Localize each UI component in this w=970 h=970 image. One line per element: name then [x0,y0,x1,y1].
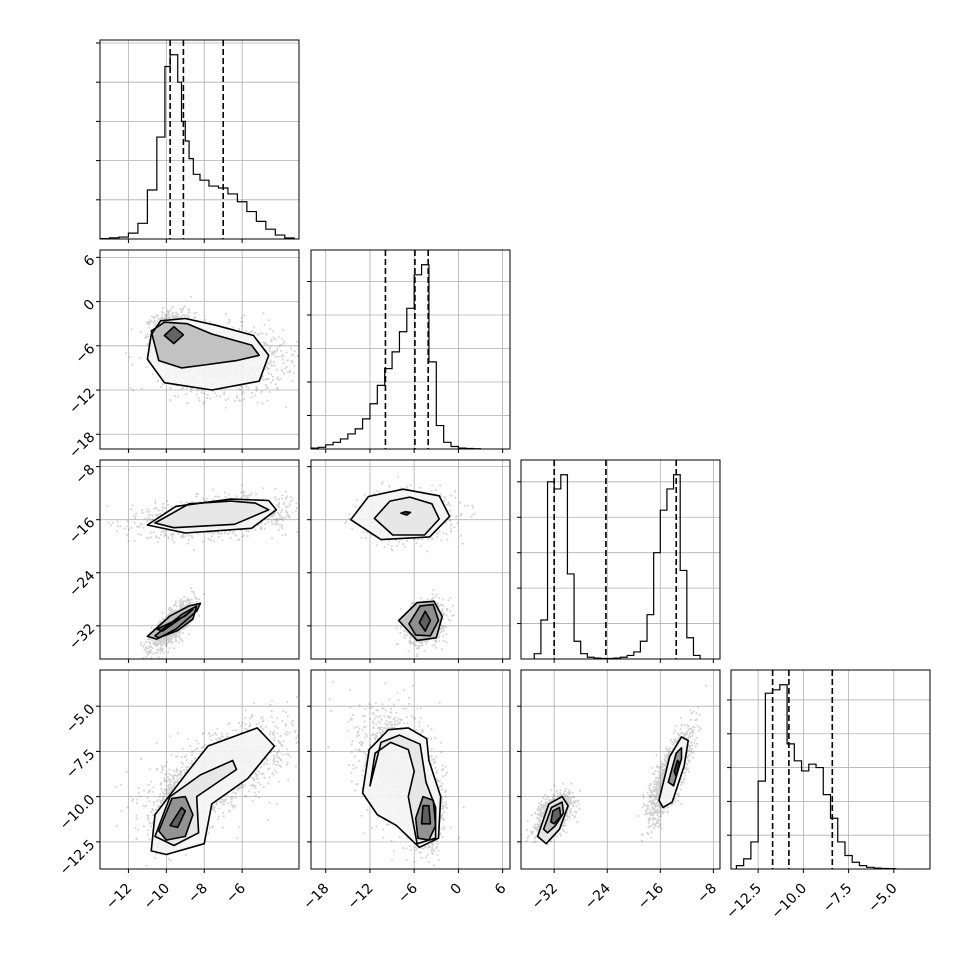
density-fill-0 [170,807,186,828]
scatter-panel-1-0 [100,250,299,449]
contour-line-4 [146,498,278,534]
x-tick-label-0-0: −12 [103,881,135,913]
panel-background-2-0 [100,460,299,659]
contour-line-0 [156,608,194,632]
contour-line-3 [361,727,442,849]
panel-background-hist-2 [521,460,720,659]
contour-line-3 [154,500,270,529]
y-tick-label-1-1: −12 [66,385,98,417]
panel-frame-2-0 [99,459,300,660]
x-tick-label-0-3: −6 [223,880,249,906]
panel-frame-hist-0 [99,39,300,240]
contour-line-1 [158,795,194,841]
y-tick-label-3-0: −12.5 [57,837,99,879]
x-tick-label-1-4: 6 [492,880,510,898]
contour-line-4 [408,603,440,637]
x-tick-label-1-0: −18 [300,881,332,913]
contour-line-1 [154,605,198,639]
contour-line-1 [373,496,440,536]
x-tick-label-3-2: −7.5 [820,881,855,916]
histogram-step-2 [533,474,701,659]
contour-line-3 [418,610,432,632]
y-tick-label-1-2: −6 [72,341,98,367]
histogram-step-0 [100,54,295,239]
panel-frame-hist-3 [730,669,931,870]
panel-background-hist-0 [100,40,299,239]
x-tick-label-2-3: −8 [694,881,720,907]
y-tick-label-1-0: −18 [66,429,98,461]
scatter-content-1-0 [100,250,299,449]
contour-line-2 [350,488,451,541]
contour-line-0 [146,317,270,391]
x-tick-label-2-1: −24 [582,880,614,912]
x-tick-label-0-1: −10 [141,881,173,913]
y-tick-label-2-3: −8 [72,462,98,488]
histogram-step-1 [311,264,482,449]
panel-frame-3-1 [310,669,511,870]
scatter-content-2-1 [311,460,510,659]
scatter-panel-3-2 [521,670,720,869]
density-fill-1 [374,497,440,535]
histogram-panel-0 [96,40,299,239]
y-tick-label-1-3: 0 [81,297,99,315]
panel-frame-3-2 [520,669,721,870]
contour-line-5 [658,736,689,809]
contour-line-2 [154,759,238,847]
contour-line-3 [150,727,276,856]
panel-background-hist-3 [731,670,930,869]
panel-background-hist-1 [311,250,510,449]
y-tick-label-3-1: −10.0 [57,792,99,834]
scatter-content-3-2 [521,670,720,869]
panel-frame-2-1 [310,459,511,660]
scatter-content-3-0 [100,670,299,869]
contour-line-1 [542,801,565,834]
contour-line-3 [673,759,681,778]
panel-frame-hist-2 [520,459,721,660]
contour-line-0 [420,804,432,825]
contour-line-0 [400,510,412,516]
scatter-content-2-0 [100,460,299,659]
contour-line-1 [414,795,437,841]
x-tick-label-1-1: −12 [345,881,377,913]
y-tick-label-2-0: −32 [66,621,98,653]
x-tick-label-2-2: −16 [635,880,667,912]
contour-line-0 [550,806,562,825]
contour-line-2 [536,795,569,845]
y-tick-label-2-2: −16 [66,515,98,547]
scatter-panel-2-1 [311,460,510,659]
contour-line-1 [150,321,260,369]
contour-line-2 [163,325,185,345]
y-tick-label-1-4: 6 [81,252,99,270]
x-tick-label-1-3: 0 [448,881,466,899]
histogram-panel-1 [307,250,510,449]
histogram-panel-3 [727,670,930,869]
panel-frame-hist-1 [310,249,511,450]
y-tick-label-3-2: −7.5 [63,746,98,781]
x-tick-label-3-0: −12.5 [723,881,765,923]
scatter-panel-2-0 [100,460,299,659]
x-tick-label-3-3: −5.0 [865,881,900,916]
x-tick-label-1-2: −6 [395,880,421,906]
y-tick-label-2-1: −24 [66,568,98,600]
scatter-panel-3-0 [100,670,299,869]
histogram-panel-2 [517,460,720,659]
contour-line-5 [397,600,443,642]
panel-frame-1-0 [99,249,300,450]
scatter-content-3-1 [311,670,510,869]
contour-line-0 [169,806,187,829]
histogram-step-3 [735,684,897,869]
contour-line-2 [369,734,437,845]
x-tick-label-0-2: −8 [185,881,211,907]
x-tick-label-3-1: −10.0 [769,881,811,923]
density-fill-0 [421,805,431,824]
contour-line-4 [667,747,683,787]
y-tick-label-3-3: −5.0 [63,701,98,736]
panel-frame-3-0 [99,669,300,870]
x-tick-label-2-0: −32 [529,881,561,913]
scatter-panel-3-1 [311,670,510,869]
